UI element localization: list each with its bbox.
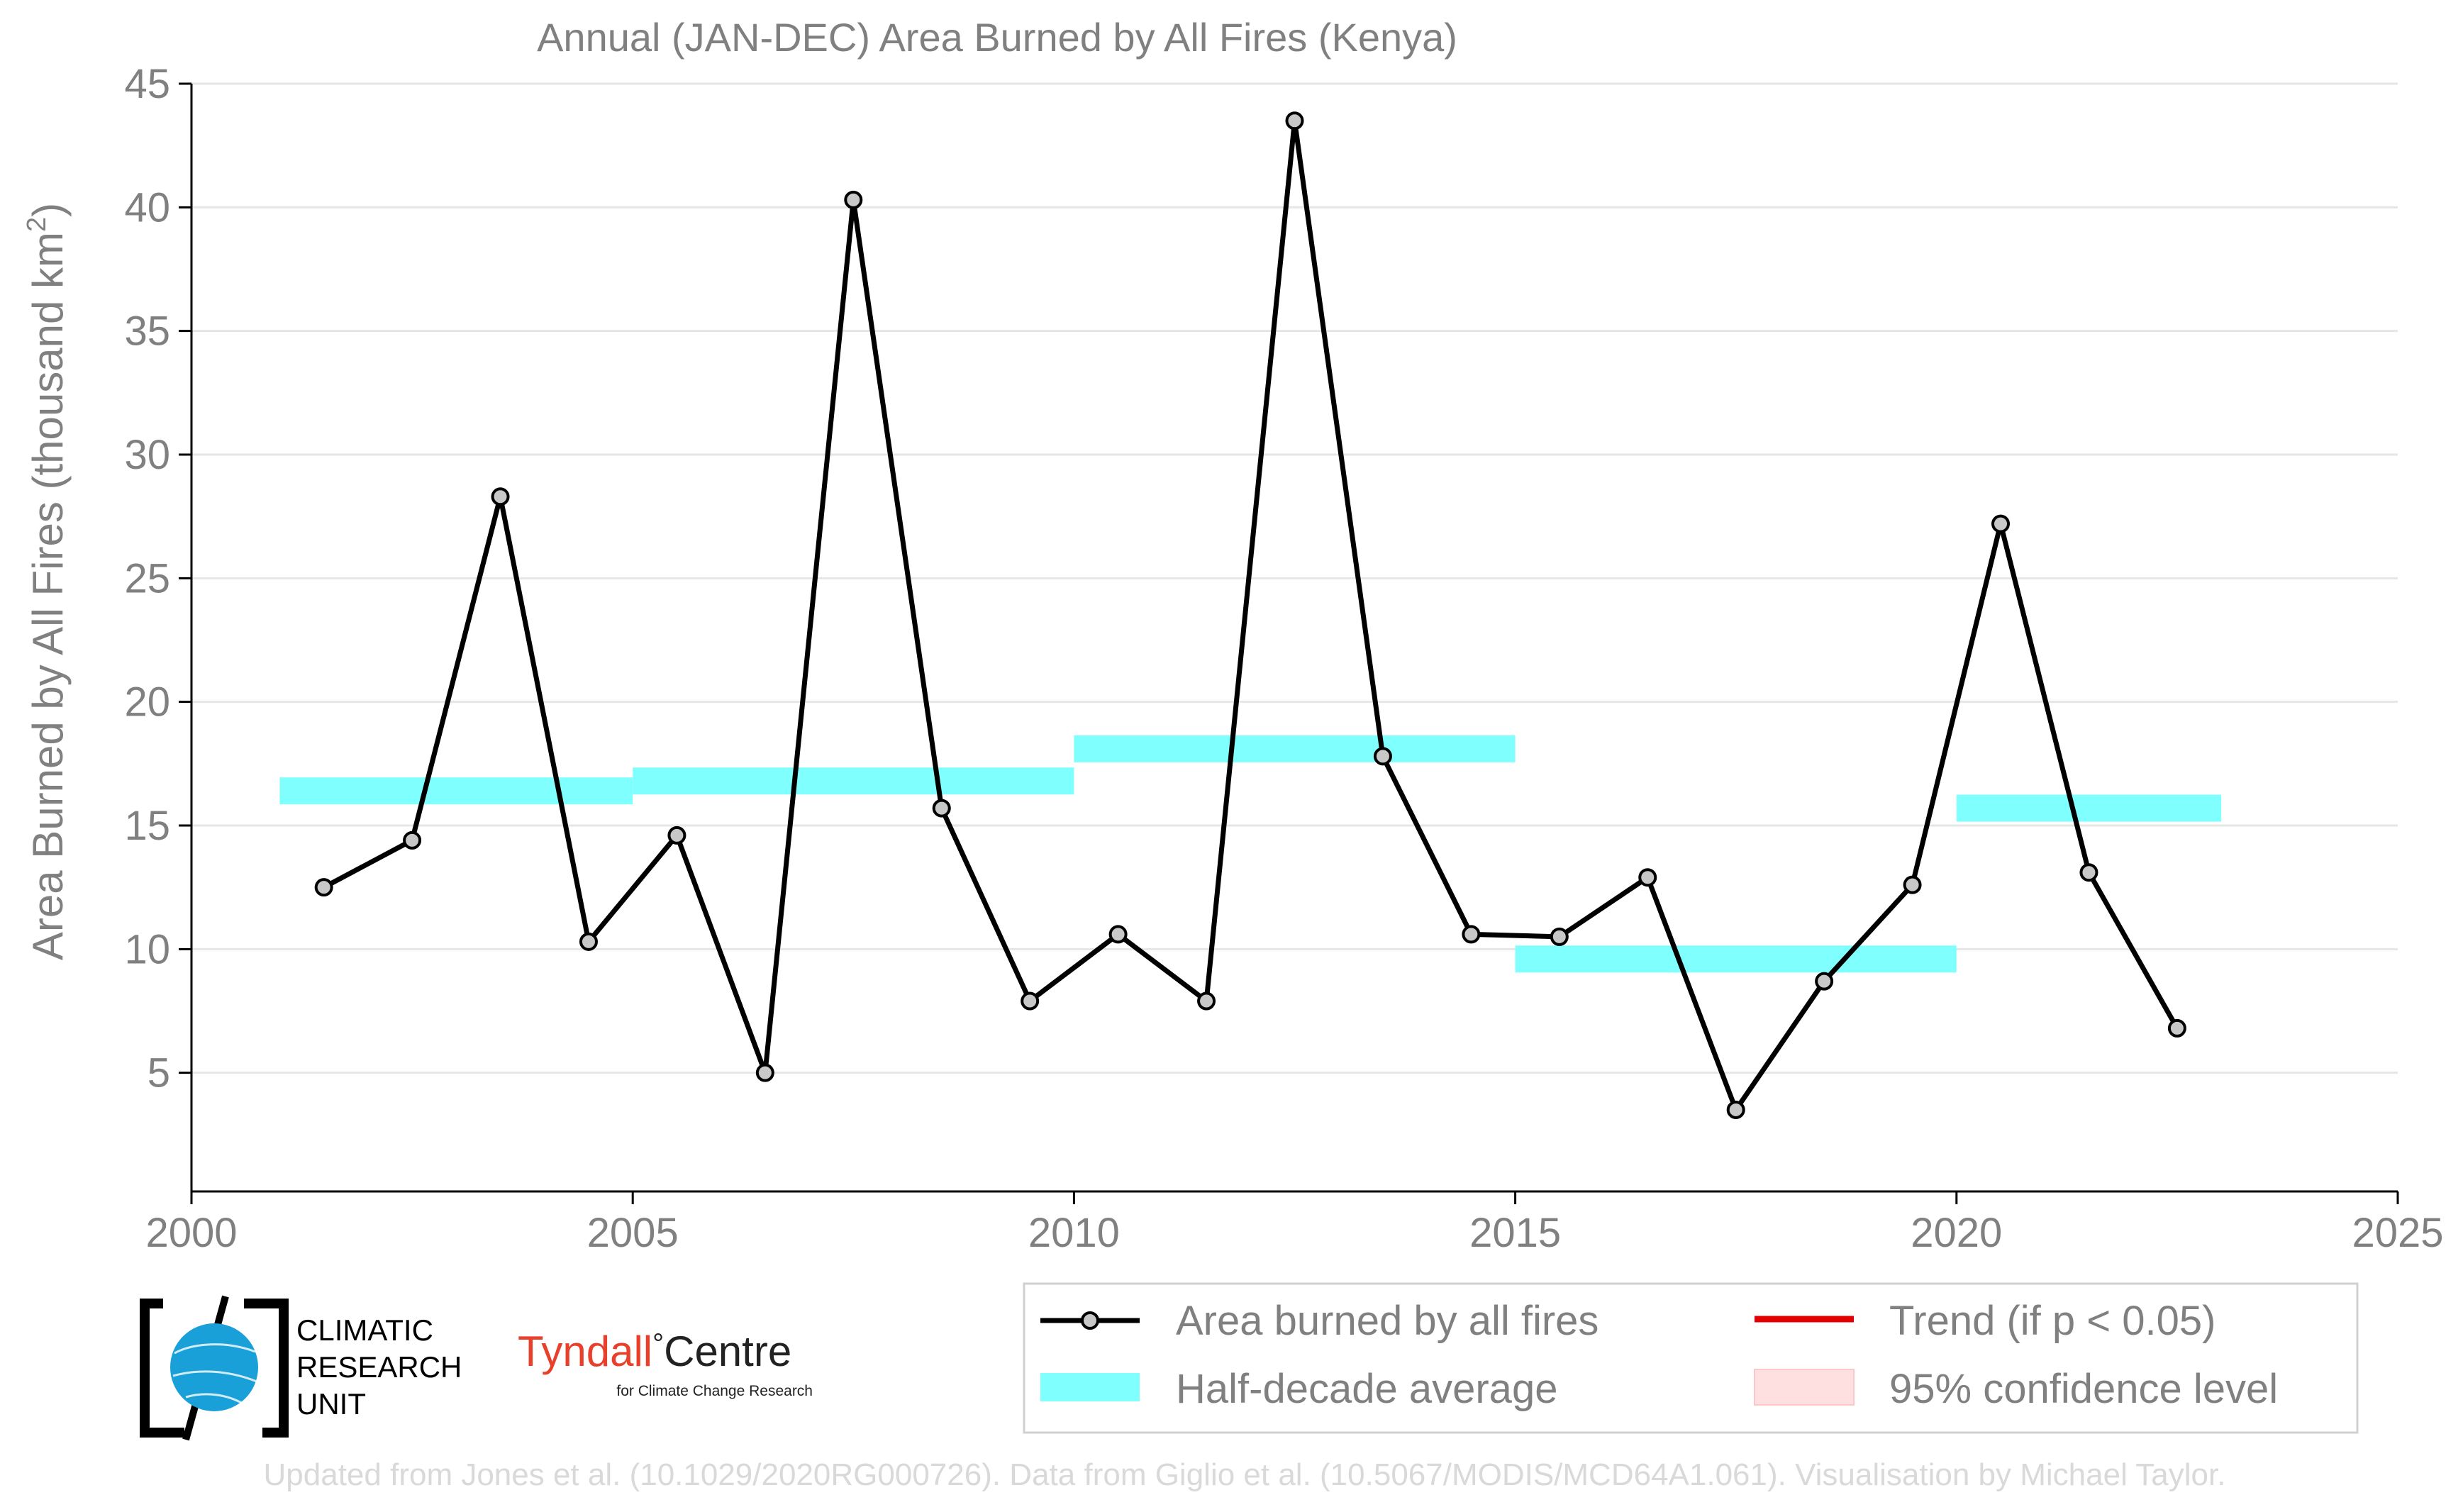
data-point (1815, 972, 1834, 991)
cru-logo-line3: UNIT (296, 1387, 366, 1421)
data-point (1285, 111, 1304, 130)
tyndall-logo-tagline: for Climate Change Research (616, 1383, 813, 1399)
series-line (323, 118, 2179, 1113)
cru-globe-lines-icon (172, 1343, 257, 1406)
data-point (1021, 991, 1040, 1011)
half-decade-band (279, 777, 633, 805)
y-tick-label: 5 (148, 1050, 170, 1096)
legend-entry-half-decade: Half-decade average (1040, 1366, 1557, 1412)
data-point (1638, 868, 1657, 887)
x-tick-label: 2015 (1469, 1210, 1561, 1256)
y-tick-label: 40 (124, 184, 170, 230)
data-point (2167, 1018, 2186, 1038)
tyndall-logo-name: Tyndall°Centre (518, 1328, 791, 1375)
cru-logo-line2: RESEARCH (296, 1350, 462, 1384)
tyndall-name-main: Tyndall (518, 1328, 652, 1375)
legend-entry-trend: Trend (if p < 0.05) (1755, 1298, 2215, 1344)
half-decade-band (633, 767, 1074, 795)
data-point (755, 1063, 774, 1082)
y-axis-label-close: ) (24, 203, 72, 217)
legend-band-swatch (1040, 1373, 1140, 1401)
data-point (1903, 875, 1922, 894)
tyndall-name-centre: Centre (664, 1328, 791, 1375)
cru-bracket-right-icon (244, 1299, 289, 1438)
credit-line: Updated from Jones et al. (10.1029/2020R… (264, 1457, 2226, 1492)
y-tick-label: 15 (124, 803, 170, 849)
data-point (844, 190, 863, 209)
axes (190, 84, 2398, 1193)
cru-globe-icon (170, 1323, 258, 1411)
y-tick-label: 45 (124, 61, 170, 107)
data-point (579, 932, 598, 951)
x-tick-label: 2025 (2352, 1210, 2443, 1256)
data-point (1197, 991, 1216, 1011)
half-decade-band (1956, 794, 2222, 822)
half-decade-band (1515, 945, 1957, 973)
data-point (491, 487, 510, 506)
data-point (932, 799, 951, 818)
y-axis-label: Area Burned by All Fires (thousand km2) (22, 203, 72, 960)
tyndall-degree: ° (652, 1328, 664, 1360)
half-decade-band (1074, 735, 1516, 762)
legend-label-half-decade: Half-decade average (1176, 1366, 1557, 1412)
y-axis-label-sup: 2 (22, 217, 52, 232)
data-point (1991, 514, 2011, 533)
y-tick-label: 35 (124, 308, 170, 355)
y-axis-label-main: Area Burned by All Fires (thousand km (24, 232, 72, 960)
legend-label-trend: Trend (if p < 0.05) (1889, 1298, 2215, 1344)
x-tick-label: 2010 (1028, 1210, 1120, 1256)
legend-marker-swatch (1081, 1311, 1099, 1330)
legend-entry-area-burned: Area burned by all fires (1040, 1298, 1599, 1344)
data-point (1726, 1100, 1745, 1119)
series-area-burned (314, 111, 2186, 1119)
data-point (403, 830, 422, 850)
x-tick-label: 2020 (1911, 1210, 2002, 1256)
legend-confidence-swatch (1754, 1369, 1855, 1406)
y-tick-label: 25 (124, 555, 170, 601)
tyndall-logo: Tyndall°Centre for Climate Change Resear… (518, 1328, 813, 1399)
data-point (314, 878, 333, 897)
data-point (667, 826, 686, 845)
data-point (1108, 925, 1128, 944)
legend-frame (1023, 1282, 2359, 1434)
data-point (1550, 927, 1569, 946)
x-tick-label: 2000 (145, 1210, 237, 1256)
chart-title: Annual (JAN-DEC) Area Burned by All Fire… (537, 15, 1457, 60)
cru-logo: CLIMATIC RESEARCH UNIT (140, 1295, 462, 1441)
cru-bracket-left-icon (140, 1299, 184, 1438)
legend-label-area-burned: Area burned by all fires (1176, 1298, 1599, 1344)
legend-entry-confidence: 95% confidence level (1754, 1366, 2278, 1412)
data-point (2079, 863, 2098, 882)
data-point (1373, 747, 1392, 766)
legend: Area burned by all fires Trend (if p < 0… (1023, 1282, 2359, 1434)
grid-lines (191, 82, 2398, 1074)
y-tick-label: 20 (124, 679, 170, 726)
y-tick-label: 30 (124, 432, 170, 478)
y-tick-label: 10 (124, 926, 170, 972)
cru-logo-line1: CLIMATIC (296, 1313, 433, 1347)
legend-label-confidence: 95% confidence level (1889, 1366, 2278, 1412)
x-tick-label: 2005 (587, 1210, 679, 1256)
half-decade-bands (279, 735, 2222, 973)
data-point (1462, 925, 1481, 944)
